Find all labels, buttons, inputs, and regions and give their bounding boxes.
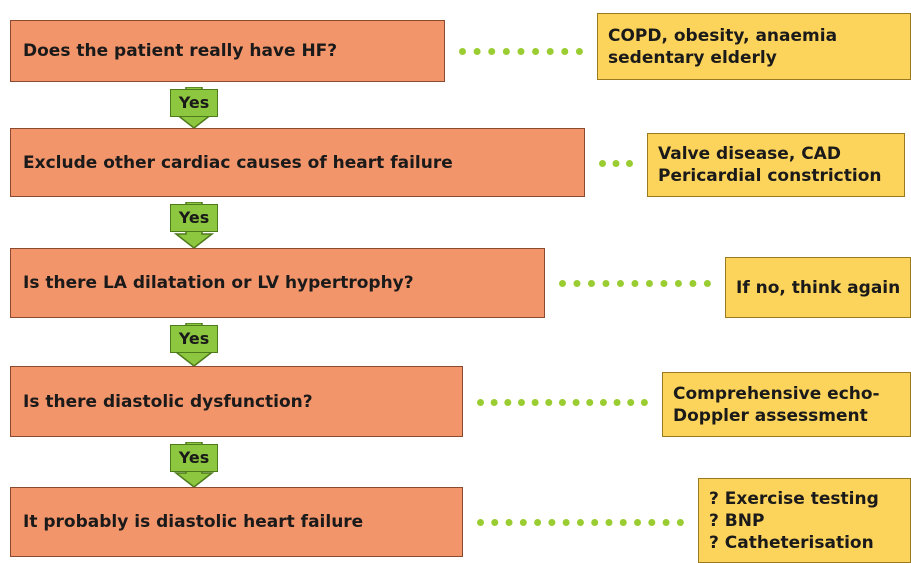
note-line: Pericardial constriction <box>658 166 882 186</box>
step-box: Does the patient really have HF? <box>10 20 445 82</box>
yes-label: Yes <box>170 444 218 472</box>
dotted-connector <box>559 280 711 287</box>
note-line: sedentary elderly <box>608 47 777 68</box>
yes-label: Yes <box>170 204 218 232</box>
note-line: Valve disease, CAD <box>658 144 841 164</box>
note-box: Valve disease, CAD Pericardial constricti… <box>647 133 905 197</box>
step-box: It probably is diastolic heart failure <box>10 487 463 557</box>
note-line: ? Catheterisation <box>709 532 874 553</box>
note-line: Doppler assessment <box>673 405 868 426</box>
yes-label: Yes <box>170 89 218 117</box>
yes-label: Yes <box>170 325 218 353</box>
note-line: ? Exercise testing <box>709 488 879 509</box>
note-box: COPD, obesity, anaemia sedentary elderly <box>597 13 911 80</box>
note-line: ? BNP <box>709 510 765 531</box>
note-box: ? Exercise testing? BNP? Catheterisation <box>698 478 911 563</box>
note-line: If no, think again <box>736 277 901 298</box>
step-box: Is there LA dilatation or LV hypertrophy… <box>10 248 545 318</box>
dotted-connector <box>459 48 583 55</box>
dotted-connector <box>599 159 633 167</box>
note-line: Comprehensive echo- <box>673 383 880 404</box>
step-box: Exclude other cardiac causes of heart fa… <box>10 128 585 197</box>
dotted-connector <box>477 398 648 406</box>
note-box: If no, think again <box>725 257 911 318</box>
step-box: Is there diastolic dysfunction? <box>10 366 463 437</box>
dotted-connector <box>477 519 684 526</box>
note-line: COPD, obesity, anaemia <box>608 25 838 46</box>
note-box: Comprehensive echo- Doppler assessment <box>662 372 911 437</box>
